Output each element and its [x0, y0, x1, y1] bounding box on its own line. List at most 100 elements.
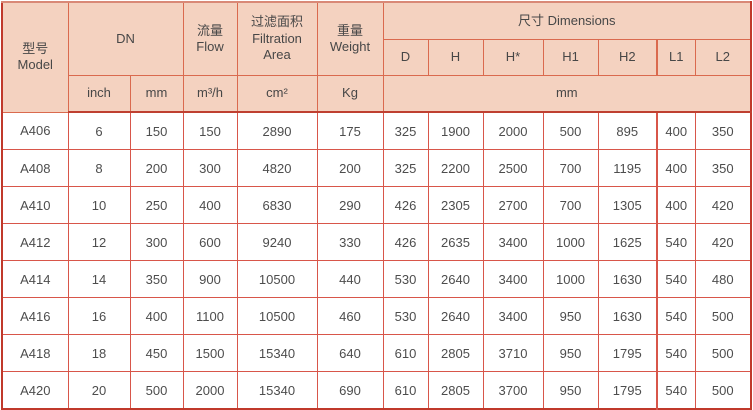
- dim-l2-cell: 500: [694, 334, 752, 372]
- dim-l1-cell: 540: [656, 371, 696, 410]
- unit-flow: m³/h: [182, 74, 238, 113]
- dim-h2-cell: 895: [597, 111, 658, 150]
- header-filtration-en: Filtration Area: [252, 30, 302, 62]
- dim-d-cell: 325: [382, 149, 429, 187]
- dim-h2-cell: 1305: [597, 186, 658, 224]
- header-dn: DN: [67, 1, 184, 76]
- weight-cell: 175: [316, 111, 384, 150]
- dim-l1-cell: 540: [656, 223, 696, 261]
- header-row-3: inch mm m³/h cm² Kg mm: [2, 74, 752, 113]
- dim-d-cell: 426: [382, 186, 429, 224]
- area-cell: 10500: [236, 297, 318, 335]
- weight-cell: 440: [316, 260, 384, 298]
- dim-l2-cell: 420: [694, 186, 752, 224]
- dim-h-cell: 1900: [427, 111, 484, 150]
- header-weight-zh: 重量: [336, 22, 363, 38]
- dim-l1-cell: 540: [656, 334, 696, 372]
- dim-d-cell: 530: [382, 297, 429, 335]
- dim-d-cell: 610: [382, 371, 429, 410]
- dn-mm-cell: 350: [129, 260, 184, 298]
- table-row: A410 10 250 400 6830 290 426 2305 2700 700 1305 400…: [1, 186, 752, 224]
- dn-inch-cell: 18: [67, 334, 131, 372]
- dim-hstar-cell: 2700: [482, 186, 544, 224]
- dim-h2-cell: 1795: [597, 334, 658, 372]
- dim-h2-cell: 1630: [597, 297, 658, 335]
- dn-mm-cell: 450: [129, 334, 184, 372]
- header-row-2: D H H* H1 H2 L1 L2: [2, 38, 752, 76]
- dim-l2-cell: 500: [694, 297, 752, 335]
- flow-cell: 400: [182, 186, 238, 224]
- unit-inch: inch: [67, 74, 131, 113]
- unit-weight: Kg: [316, 74, 384, 113]
- dim-l1-cell: 400: [656, 149, 696, 187]
- dim-l1-cell: 400: [656, 111, 696, 150]
- table-row: A418 18 450 1500 15340 640 610 2805 3710 950 1795 5…: [1, 334, 752, 372]
- weight-cell: 460: [316, 297, 384, 335]
- area-cell: 15340: [236, 371, 318, 410]
- dn-mm-cell: 200: [129, 149, 184, 187]
- dim-l1-cell: 400: [656, 186, 696, 224]
- header-dim-l1: L1: [656, 38, 696, 76]
- dim-l1-cell: 540: [656, 260, 696, 298]
- dim-l2-cell: 480: [694, 260, 752, 298]
- dim-hstar-cell: 3400: [482, 223, 544, 261]
- header-weight-en: Weight: [329, 38, 371, 54]
- dn-mm-cell: 500: [129, 371, 184, 410]
- dim-l2-cell: 350: [694, 111, 752, 150]
- model-cell: A410: [1, 186, 69, 224]
- flow-cell: 900: [182, 260, 238, 298]
- dn-mm-cell: 400: [129, 297, 184, 335]
- dim-hstar-cell: 2500: [482, 149, 544, 187]
- dim-h1-cell: 950: [542, 334, 599, 372]
- dim-h1-cell: 950: [542, 297, 599, 335]
- dim-h1-cell: 700: [542, 186, 599, 224]
- dim-hstar-cell: 3710: [482, 334, 544, 372]
- dim-h-cell: 2640: [427, 260, 484, 298]
- dim-h-cell: 2805: [427, 371, 484, 410]
- dim-h2-cell: 1195: [597, 149, 658, 187]
- header-row-1: 型号 Model DN 流量 Flow 过滤面积 Filtration Area…: [1, 1, 752, 113]
- model-cell: A408: [1, 149, 69, 187]
- dim-h-cell: 2200: [427, 149, 484, 187]
- dim-d-cell: 426: [382, 223, 429, 261]
- table-row: A416 16 400 1100 10500 460 530 2640 3400 950 1630 5…: [1, 297, 752, 335]
- model-cell: A416: [1, 297, 69, 335]
- header-model-en: Model: [17, 57, 53, 73]
- weight-cell: 640: [316, 334, 384, 372]
- flow-cell: 300: [182, 149, 238, 187]
- flow-cell: 2000: [182, 371, 238, 410]
- dim-h1-cell: 950: [542, 371, 599, 410]
- dn-inch-cell: 8: [67, 149, 131, 187]
- dim-l2-cell: 500: [694, 371, 752, 410]
- flow-cell: 600: [182, 223, 238, 261]
- dim-h-cell: 2305: [427, 186, 484, 224]
- dn-mm-cell: 250: [129, 186, 184, 224]
- dn-mm-cell: 300: [129, 223, 184, 261]
- weight-cell: 330: [316, 223, 384, 261]
- header-model: 型号 Model: [1, 1, 69, 113]
- header-dim-h: H: [427, 38, 484, 76]
- header-dim-l2: L2: [694, 38, 752, 76]
- dim-h1-cell: 700: [542, 149, 599, 187]
- header-dim-h2: H2: [597, 38, 658, 76]
- model-cell: A418: [1, 334, 69, 372]
- dim-h-cell: 2635: [427, 223, 484, 261]
- table-row: A412 12 300 600 9240 330 426 2635 3400 1000 1625 54…: [1, 223, 752, 261]
- dim-d-cell: 610: [382, 334, 429, 372]
- table-body: A406 6 150 150 2890 175 325 1900 2000 500 895 400 35…: [1, 111, 752, 410]
- header-filtration-area: 过滤面积 Filtration Area: [236, 1, 318, 76]
- model-cell: A412: [1, 223, 69, 261]
- dim-hstar-cell: 3400: [482, 297, 544, 335]
- weight-cell: 200: [316, 149, 384, 187]
- dim-h2-cell: 1625: [597, 223, 658, 261]
- dim-l2-cell: 420: [694, 223, 752, 261]
- area-cell: 10500: [236, 260, 318, 298]
- header-flow: 流量 Flow: [182, 1, 238, 76]
- flow-cell: 150: [182, 111, 238, 150]
- area-cell: 2890: [236, 111, 318, 150]
- dn-inch-cell: 20: [67, 371, 131, 410]
- header-dim-hstar: H*: [482, 38, 544, 76]
- dn-inch-cell: 14: [67, 260, 131, 298]
- unit-mm: mm: [129, 74, 184, 113]
- flow-cell: 1100: [182, 297, 238, 335]
